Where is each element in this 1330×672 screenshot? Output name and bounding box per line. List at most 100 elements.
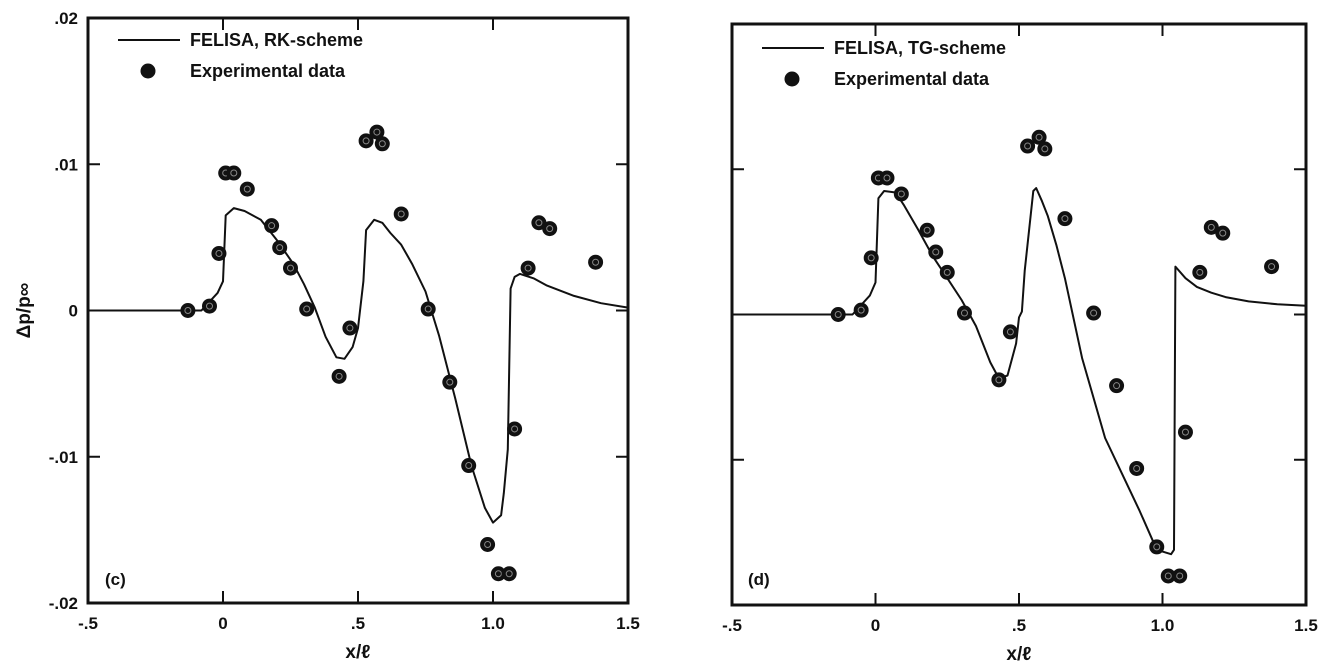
data-point-highlight — [505, 570, 513, 578]
data-point — [507, 421, 523, 437]
data-point-highlight — [932, 248, 940, 256]
x-axis-title: x/ℓ — [345, 642, 370, 663]
data-point — [393, 206, 409, 222]
data-point — [542, 221, 558, 237]
data-point — [1177, 424, 1193, 440]
legend-label-line: FELISA, RK-scheme — [190, 30, 363, 50]
data-point-highlight — [1196, 268, 1204, 276]
x-tick-label: .5 — [351, 614, 365, 633]
data-point — [420, 301, 436, 317]
data-point — [1086, 305, 1102, 321]
data-point-highlight — [1113, 382, 1121, 390]
legend-marker-swatch — [140, 63, 156, 79]
data-point — [369, 124, 385, 140]
data-point — [1172, 568, 1188, 584]
data-point-highlight — [287, 264, 294, 272]
data-point-highlight — [883, 174, 891, 182]
legend-label-line: FELISA, TG-scheme — [834, 38, 1006, 58]
data-point-highlight — [834, 311, 842, 318]
data-point-highlight — [524, 264, 532, 272]
data-point-highlight — [857, 306, 865, 314]
x-tick-label: 1.0 — [1151, 616, 1175, 635]
data-point — [1192, 264, 1208, 280]
data-point-highlight — [335, 372, 343, 380]
data-point-highlight — [268, 222, 276, 230]
data-point — [374, 136, 390, 152]
data-point — [830, 307, 846, 322]
x-tick-label: 1.5 — [616, 614, 640, 633]
y-tick-label: -.02 — [49, 594, 78, 613]
data-point-highlight — [867, 254, 875, 262]
data-point-highlight — [923, 226, 931, 234]
legend-marker-swatch — [784, 71, 800, 87]
x-tick-label: 0 — [871, 616, 880, 635]
data-point — [1057, 211, 1073, 227]
data-point-highlight — [303, 305, 311, 313]
data-point-highlight — [897, 190, 905, 198]
data-point — [299, 301, 315, 317]
data-point-highlight — [1035, 133, 1043, 141]
data-point — [283, 260, 298, 276]
x-tick-label: 1.5 — [1294, 616, 1318, 635]
data-point-highlight — [243, 185, 251, 193]
data-point-highlight — [1153, 543, 1161, 551]
data-point-highlight — [484, 541, 492, 548]
data-point — [1215, 225, 1231, 241]
data-point — [863, 250, 879, 266]
data-point-highlight — [215, 249, 223, 257]
data-point-highlight — [206, 302, 213, 310]
data-point-highlight — [230, 169, 238, 177]
data-point — [1020, 138, 1036, 154]
x-axis-title: x/ℓ — [1006, 644, 1031, 665]
x-tick-label: -.5 — [78, 614, 98, 633]
data-point-highlight — [960, 309, 968, 317]
data-point-highlight — [446, 378, 454, 386]
data-point — [588, 254, 604, 270]
data-point — [1002, 324, 1018, 340]
data-point — [442, 374, 458, 390]
x-tick-label: .5 — [1012, 616, 1026, 635]
data-point-highlight — [1041, 145, 1049, 153]
data-point-highlight — [943, 268, 951, 276]
data-point — [1109, 378, 1125, 394]
data-point — [1037, 141, 1053, 157]
legend-label-scatter: Experimental data — [190, 61, 346, 81]
data-point-highlight — [346, 324, 354, 332]
panel-c: -.5 0 .5 1.0 1.5 -.02 -.01 0 .01 .02 x/ℓ Δp/p∞ FELIS… — [14, 9, 640, 663]
data-point — [490, 566, 506, 582]
data-point-highlight — [362, 137, 370, 145]
data-point-highlight — [1090, 309, 1098, 317]
panel-d: -.5 0 .5 1.0 1.5 x/ℓ FELISA, TG-scheme Experime… — [722, 22, 1318, 665]
series-line-d — [732, 187, 1307, 556]
data-point — [1149, 539, 1165, 555]
data-point-highlight — [1061, 215, 1069, 223]
y-tick-label: .02 — [54, 9, 78, 28]
x-tick-label: -.5 — [722, 616, 742, 635]
data-point — [939, 264, 955, 280]
data-point — [919, 222, 935, 238]
data-point — [1203, 219, 1219, 235]
data-point-highlight — [1006, 328, 1014, 336]
y-axis-title: Δp/p∞ — [14, 283, 35, 339]
data-point — [1031, 129, 1047, 145]
data-point-highlight — [535, 219, 543, 227]
data-point-highlight — [546, 225, 554, 233]
data-point — [264, 218, 280, 234]
data-point — [480, 537, 496, 552]
data-point-highlight — [465, 462, 473, 470]
data-point — [358, 133, 374, 149]
data-point — [893, 186, 909, 202]
data-point-highlight — [1164, 572, 1172, 580]
x-tick-label: 0 — [218, 614, 227, 633]
data-point-highlight — [1024, 142, 1032, 150]
data-point — [991, 372, 1007, 388]
panel-label: (d) — [748, 570, 770, 589]
panel-label: (c) — [105, 570, 126, 589]
data-point-highlight — [276, 244, 284, 252]
data-point-highlight — [378, 140, 386, 148]
data-point — [342, 320, 358, 336]
y-tick-label: -.01 — [49, 448, 78, 467]
data-point — [853, 302, 869, 318]
data-point-highlight — [494, 570, 502, 578]
